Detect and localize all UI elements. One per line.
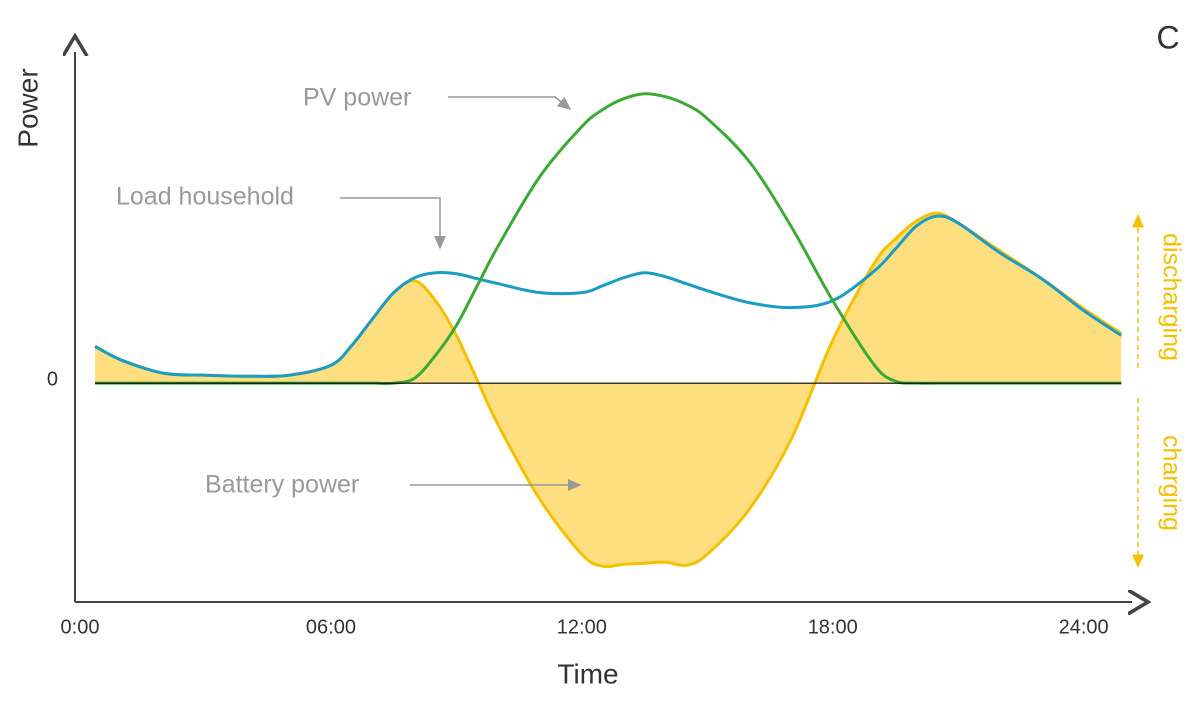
y-axis-label: Power	[12, 68, 43, 147]
area	[95, 213, 1122, 567]
x-tick-label: 0:00	[61, 616, 100, 638]
x-axis-label: Time	[557, 658, 618, 689]
annotation-arrow	[340, 197, 446, 250]
series-label: PV power	[303, 84, 411, 112]
plot-area	[94, 92, 1123, 569]
panel-label: C	[1156, 19, 1179, 55]
x-tick-label: 12:00	[557, 616, 607, 638]
x-tick-label: 06:00	[306, 616, 356, 638]
series-label: Load household	[116, 183, 294, 211]
annotation-arrow	[448, 96, 572, 110]
x-tick-label: 24:00	[1059, 616, 1109, 638]
series-label: Battery power	[205, 471, 359, 499]
y-tick-label: 0	[47, 368, 58, 390]
x-tick-label: 18:00	[808, 616, 858, 638]
line	[94, 214, 1123, 378]
annotation: discharging	[1157, 233, 1185, 361]
annotation: charging	[1157, 435, 1185, 531]
